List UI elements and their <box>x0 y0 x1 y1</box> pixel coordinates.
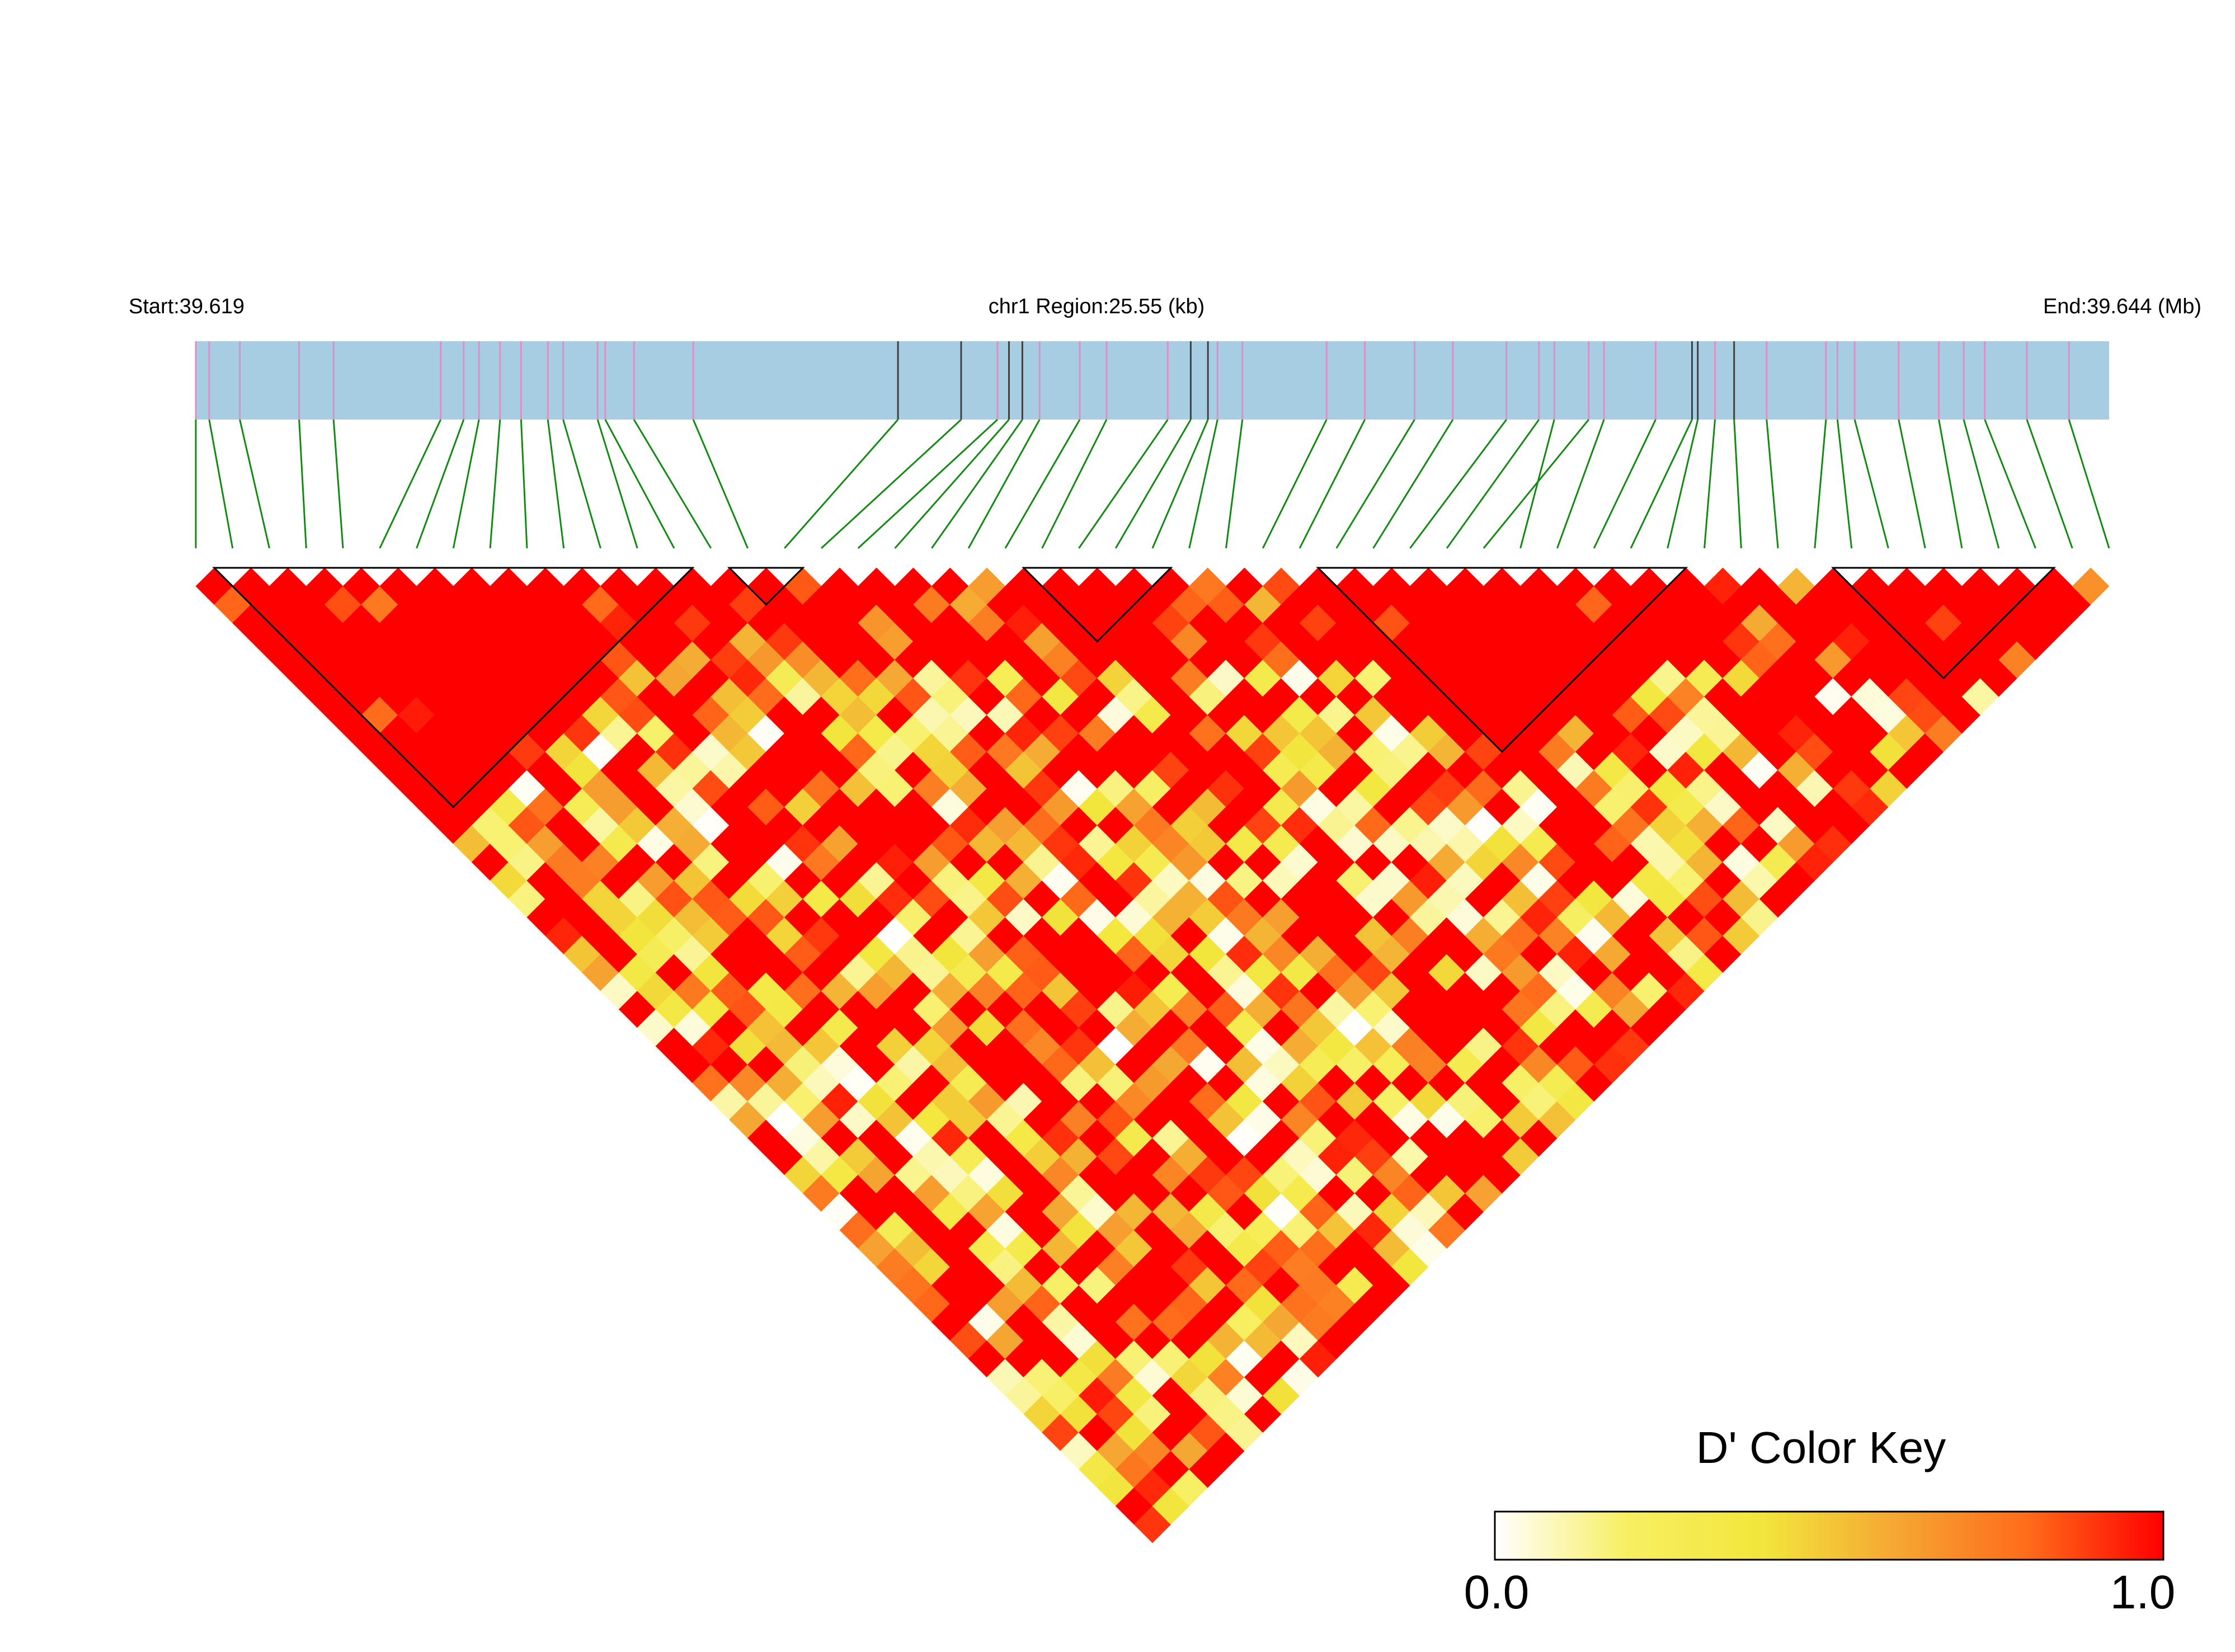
chromosome-region-track <box>196 341 2109 420</box>
snp-connector <box>1041 419 1108 549</box>
snp-connector <box>298 419 307 549</box>
ld-cell <box>2072 567 2110 605</box>
snp-connector <box>1667 419 1699 549</box>
snp-connector <box>208 419 234 549</box>
snp-connector <box>1188 419 1218 549</box>
color-key-min-label: 0.0 <box>1464 1566 1530 1618</box>
snp-connector <box>1898 419 1926 549</box>
snp-connector <box>1372 419 1454 549</box>
snp-connector <box>1938 419 1963 549</box>
color-key-gradient-bar <box>1494 1510 2165 1561</box>
snp-connector <box>967 419 1041 549</box>
snp-connector <box>520 419 528 549</box>
snp-connector <box>1704 419 1716 549</box>
snp-connector <box>1853 419 1889 549</box>
snp-connector <box>1814 419 1827 549</box>
snp-connector <box>1298 419 1366 549</box>
region-length-label: chr1 Region:25.55 (kb) <box>989 295 1205 318</box>
snp-connector <box>2026 419 2073 549</box>
snp-connector <box>1984 419 2036 549</box>
snp-connector <box>1004 419 1081 549</box>
snp-connector <box>379 419 442 549</box>
region-start-label: Start:39.619 <box>129 295 244 318</box>
snp-connector <box>547 419 565 549</box>
haplotype-block-outline <box>727 567 805 606</box>
color-key-title: D' Color Key <box>1696 1423 1946 1472</box>
snp-connector <box>692 419 749 549</box>
snp-connector <box>1836 419 1853 549</box>
snp-connector <box>489 419 501 549</box>
haplotype-block-outline <box>1022 567 1173 643</box>
snp-connector <box>1963 419 2000 549</box>
snp-connector <box>416 419 465 549</box>
snp-connector <box>1335 419 1415 549</box>
snp-connector <box>633 419 712 549</box>
snp-connector <box>1078 419 1169 549</box>
snp-connector <box>2068 419 2110 549</box>
snp-connector <box>1114 419 1192 549</box>
haplotype-block-outline <box>1316 567 1688 753</box>
snp-connector <box>1262 419 1328 549</box>
snp-connector <box>821 418 962 549</box>
snp-connector <box>1556 419 1605 549</box>
snp-connector <box>452 419 480 549</box>
haplotype-block-outlines <box>212 567 2056 808</box>
snp-connector <box>332 419 344 549</box>
snp-connector <box>894 419 1010 549</box>
snp-connector-lines <box>195 418 2110 549</box>
snp-connector <box>857 418 998 549</box>
color-key-max-label: 1.0 <box>2110 1566 2176 1618</box>
snp-connector <box>1483 419 1589 549</box>
snp-connector <box>1409 419 1507 549</box>
snp-connector <box>239 419 271 549</box>
snp-connector <box>1519 419 1555 549</box>
snp-connector <box>1593 419 1657 549</box>
snp-connector <box>1446 419 1540 549</box>
snp-connector <box>931 419 1023 549</box>
snp-connector <box>1733 419 1742 549</box>
snp-position-ticks <box>195 341 2070 420</box>
haplotype-block-outline <box>1831 567 2056 680</box>
snp-connector <box>1630 419 1693 549</box>
haplotype-block-outline <box>212 567 695 808</box>
snp-connector <box>784 419 899 549</box>
snp-connector <box>1225 419 1244 549</box>
region-end-label: End:39.644 (Mb) <box>2043 295 2201 318</box>
ld-heatmap-triangle <box>195 567 2110 1543</box>
snp-connector <box>596 419 638 549</box>
snp-connector <box>1766 419 1779 549</box>
snp-connector <box>604 419 675 549</box>
snp-connector <box>562 419 601 549</box>
snp-connector <box>1151 419 1209 549</box>
